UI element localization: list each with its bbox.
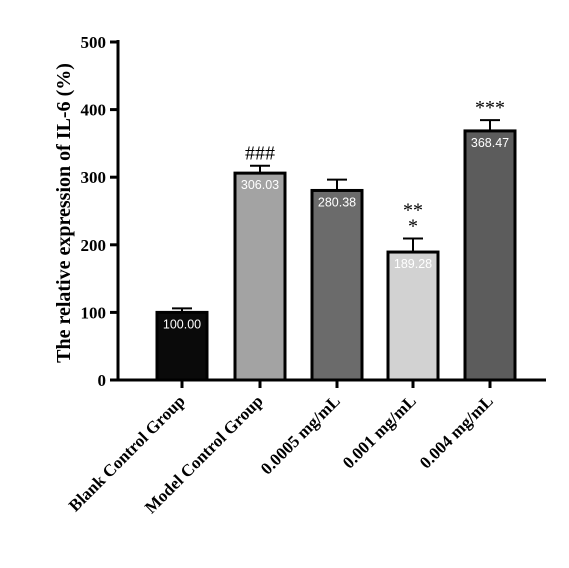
y-axis-label: The relative expression of IL-6 (%) xyxy=(53,63,75,363)
x-tick-label-3: 0.0005 mg/mL xyxy=(257,391,344,478)
data-label-1: 100.00 xyxy=(163,317,201,331)
y-tick-label-200: 200 xyxy=(81,236,107,255)
data-label-2: 306.03 xyxy=(241,178,279,192)
significance-mark-2: ### xyxy=(245,143,275,165)
y-tick-label-400: 400 xyxy=(81,101,107,120)
bar-3 xyxy=(310,188,364,382)
labels-layer: 100.00 306.03 ### 280.38 189.28 *** 368.47 *** 0… xyxy=(65,33,509,517)
significance-mark-4-2: * xyxy=(408,216,418,238)
y-tick-label-300: 300 xyxy=(81,168,107,187)
bar-5 xyxy=(463,129,517,382)
y-tick-label-100: 100 xyxy=(81,303,107,322)
bar-2 xyxy=(233,171,287,382)
significance-mark-4-1: ** xyxy=(403,200,423,222)
x-tick-label-4: 0.001 mg/mL xyxy=(339,391,420,472)
data-label-3: 280.38 xyxy=(318,195,356,209)
x-tick-label-5: 0.004 mg/mL xyxy=(416,391,497,472)
data-label-4: 189.28 xyxy=(394,257,432,271)
bar-4 xyxy=(386,250,440,382)
significance-mark-5: *** xyxy=(475,97,505,119)
y-tick-label-0: 0 xyxy=(98,371,107,390)
axes-layer xyxy=(110,40,546,388)
data-label-5: 368.47 xyxy=(471,136,509,150)
y-tick-label-500: 500 xyxy=(81,33,107,52)
bars-layer xyxy=(155,119,517,382)
